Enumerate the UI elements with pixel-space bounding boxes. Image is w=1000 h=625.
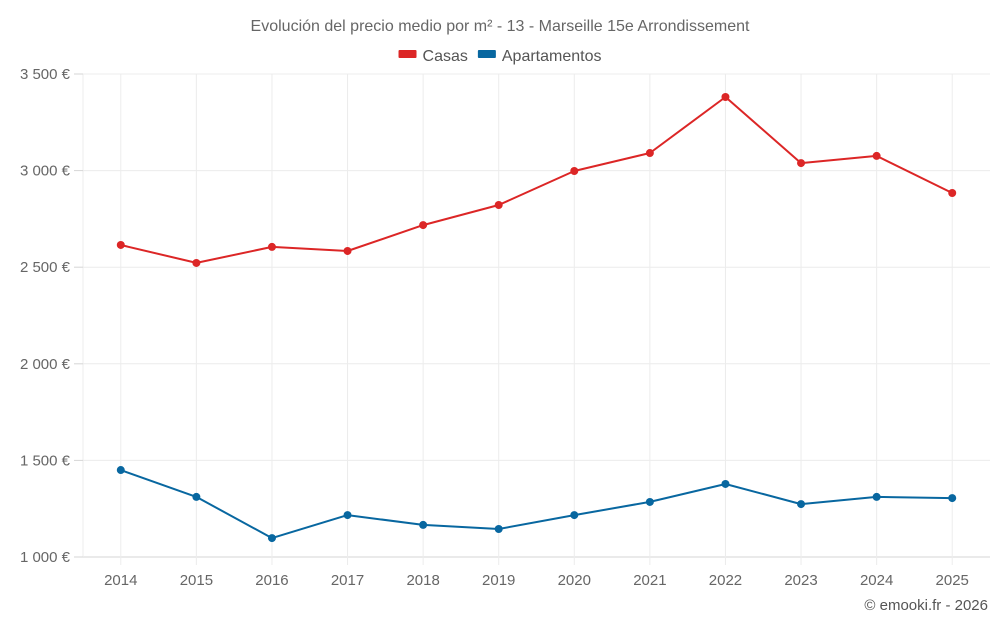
x-tick-label: 2017	[331, 572, 364, 589]
series-line	[120, 469, 953, 540]
x-tick-label: 2016	[255, 572, 288, 589]
y-tick-label: 3 500 €	[20, 66, 71, 83]
legend: Casas Apartamentos	[398, 48, 602, 65]
series-line	[120, 96, 953, 264]
data-point	[872, 492, 881, 501]
data-point	[948, 494, 957, 503]
data-point	[570, 166, 579, 175]
data-point	[721, 479, 730, 488]
data-point	[872, 151, 881, 160]
data-point	[192, 258, 201, 267]
x-tick-label: 2022	[709, 572, 742, 589]
data-point	[494, 524, 503, 533]
legend-item-casas: Casas	[398, 48, 468, 65]
data-point	[721, 92, 730, 101]
credit-text: © emooki.fr - 2026	[864, 597, 988, 614]
x-tick-label: 2023	[784, 572, 817, 589]
y-tick-label: 2 500 €	[20, 259, 71, 276]
x-tick-label: 2024	[860, 572, 893, 589]
data-point	[267, 534, 276, 543]
data-point	[343, 246, 352, 255]
data-point	[116, 466, 125, 475]
series-group	[116, 92, 957, 543]
data-point	[116, 240, 125, 249]
chart-title: Evolución del precio medio por m² - 13 -…	[251, 18, 750, 35]
x-axis: 2014 2015 2016 2017 2018 2019 2020 2021 2022 2023…	[104, 572, 969, 589]
grid	[82, 73, 990, 565]
y-tick-label: 3 000 €	[20, 163, 71, 180]
legend-label: Casas	[423, 48, 468, 65]
data-point	[797, 159, 806, 168]
x-tick-label: 2015	[180, 572, 213, 589]
data-point	[419, 520, 428, 529]
y-axis: 1 000 € 1 500 € 2 000 € 2 500 € 3 000 € 3 500…	[20, 66, 83, 566]
data-point	[797, 500, 806, 509]
legend-item-apartamentos: Apartamentos	[477, 48, 602, 65]
legend-swatch	[398, 50, 417, 58]
data-point	[192, 492, 201, 501]
data-point	[267, 242, 276, 251]
data-point	[343, 511, 352, 520]
x-tick-label: 2021	[633, 572, 666, 589]
data-point	[494, 200, 503, 209]
data-point	[645, 497, 654, 506]
data-point	[948, 189, 957, 198]
x-tick-label: 2020	[558, 572, 591, 589]
data-point	[419, 221, 428, 230]
data-point	[570, 511, 579, 520]
y-tick-label: 1 500 €	[20, 452, 71, 469]
legend-label: Apartamentos	[502, 48, 602, 65]
x-tick-label: 2018	[406, 572, 439, 589]
y-tick-label: 2 000 €	[20, 356, 71, 373]
series-casas	[116, 92, 957, 267]
x-tick-label: 2025	[936, 572, 969, 589]
x-tick-label: 2019	[482, 572, 515, 589]
x-tick-label: 2014	[104, 572, 137, 589]
data-point	[645, 149, 654, 158]
legend-swatch	[477, 50, 496, 58]
y-tick-label: 1 000 €	[20, 549, 71, 566]
series-apartamentos	[116, 466, 957, 543]
